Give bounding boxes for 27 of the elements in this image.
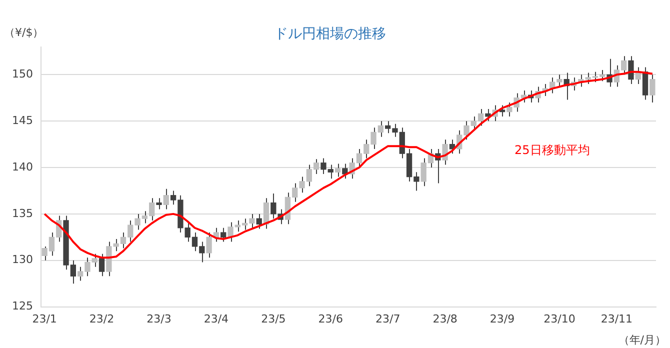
x-tick-label: 23/4 — [204, 312, 229, 326]
candlestick — [256, 213, 262, 230]
candlestick — [156, 198, 162, 210]
candlestick — [98, 253, 105, 277]
x-tick-label: 23/2 — [89, 312, 114, 326]
x-tick-label: 23/5 — [261, 312, 286, 326]
y-tick-label: 150 — [12, 68, 33, 81]
chart-title: ドル円相場の推移 — [274, 26, 386, 42]
x-tick-label: 23/6 — [318, 312, 343, 326]
x-tick-label: 23/10 — [544, 312, 576, 326]
x-tick-label: 23/8 — [432, 312, 458, 326]
x-tick-label: 23/11 — [600, 312, 633, 326]
candlestick — [342, 163, 348, 180]
x-axis-title: （年/月） — [618, 333, 666, 346]
x-tick-label: 23/1 — [32, 312, 57, 326]
candlestick — [628, 56, 634, 84]
candlestick — [220, 227, 226, 242]
x-tick-label: 23/9 — [490, 312, 515, 326]
y-tick-label: 125 — [12, 300, 33, 313]
y-tick-label: 135 — [12, 206, 33, 220]
text: 25日移動平均 — [514, 142, 590, 157]
x-tick-label: 23/7 — [375, 312, 400, 326]
y-axis-title: （¥/$） — [4, 26, 44, 40]
y-tick-label: 145 — [12, 114, 33, 127]
y-tick-label: 140 — [12, 160, 33, 174]
y-tick-label: 130 — [12, 253, 33, 266]
x-tick-label: 23/3 — [146, 312, 172, 326]
